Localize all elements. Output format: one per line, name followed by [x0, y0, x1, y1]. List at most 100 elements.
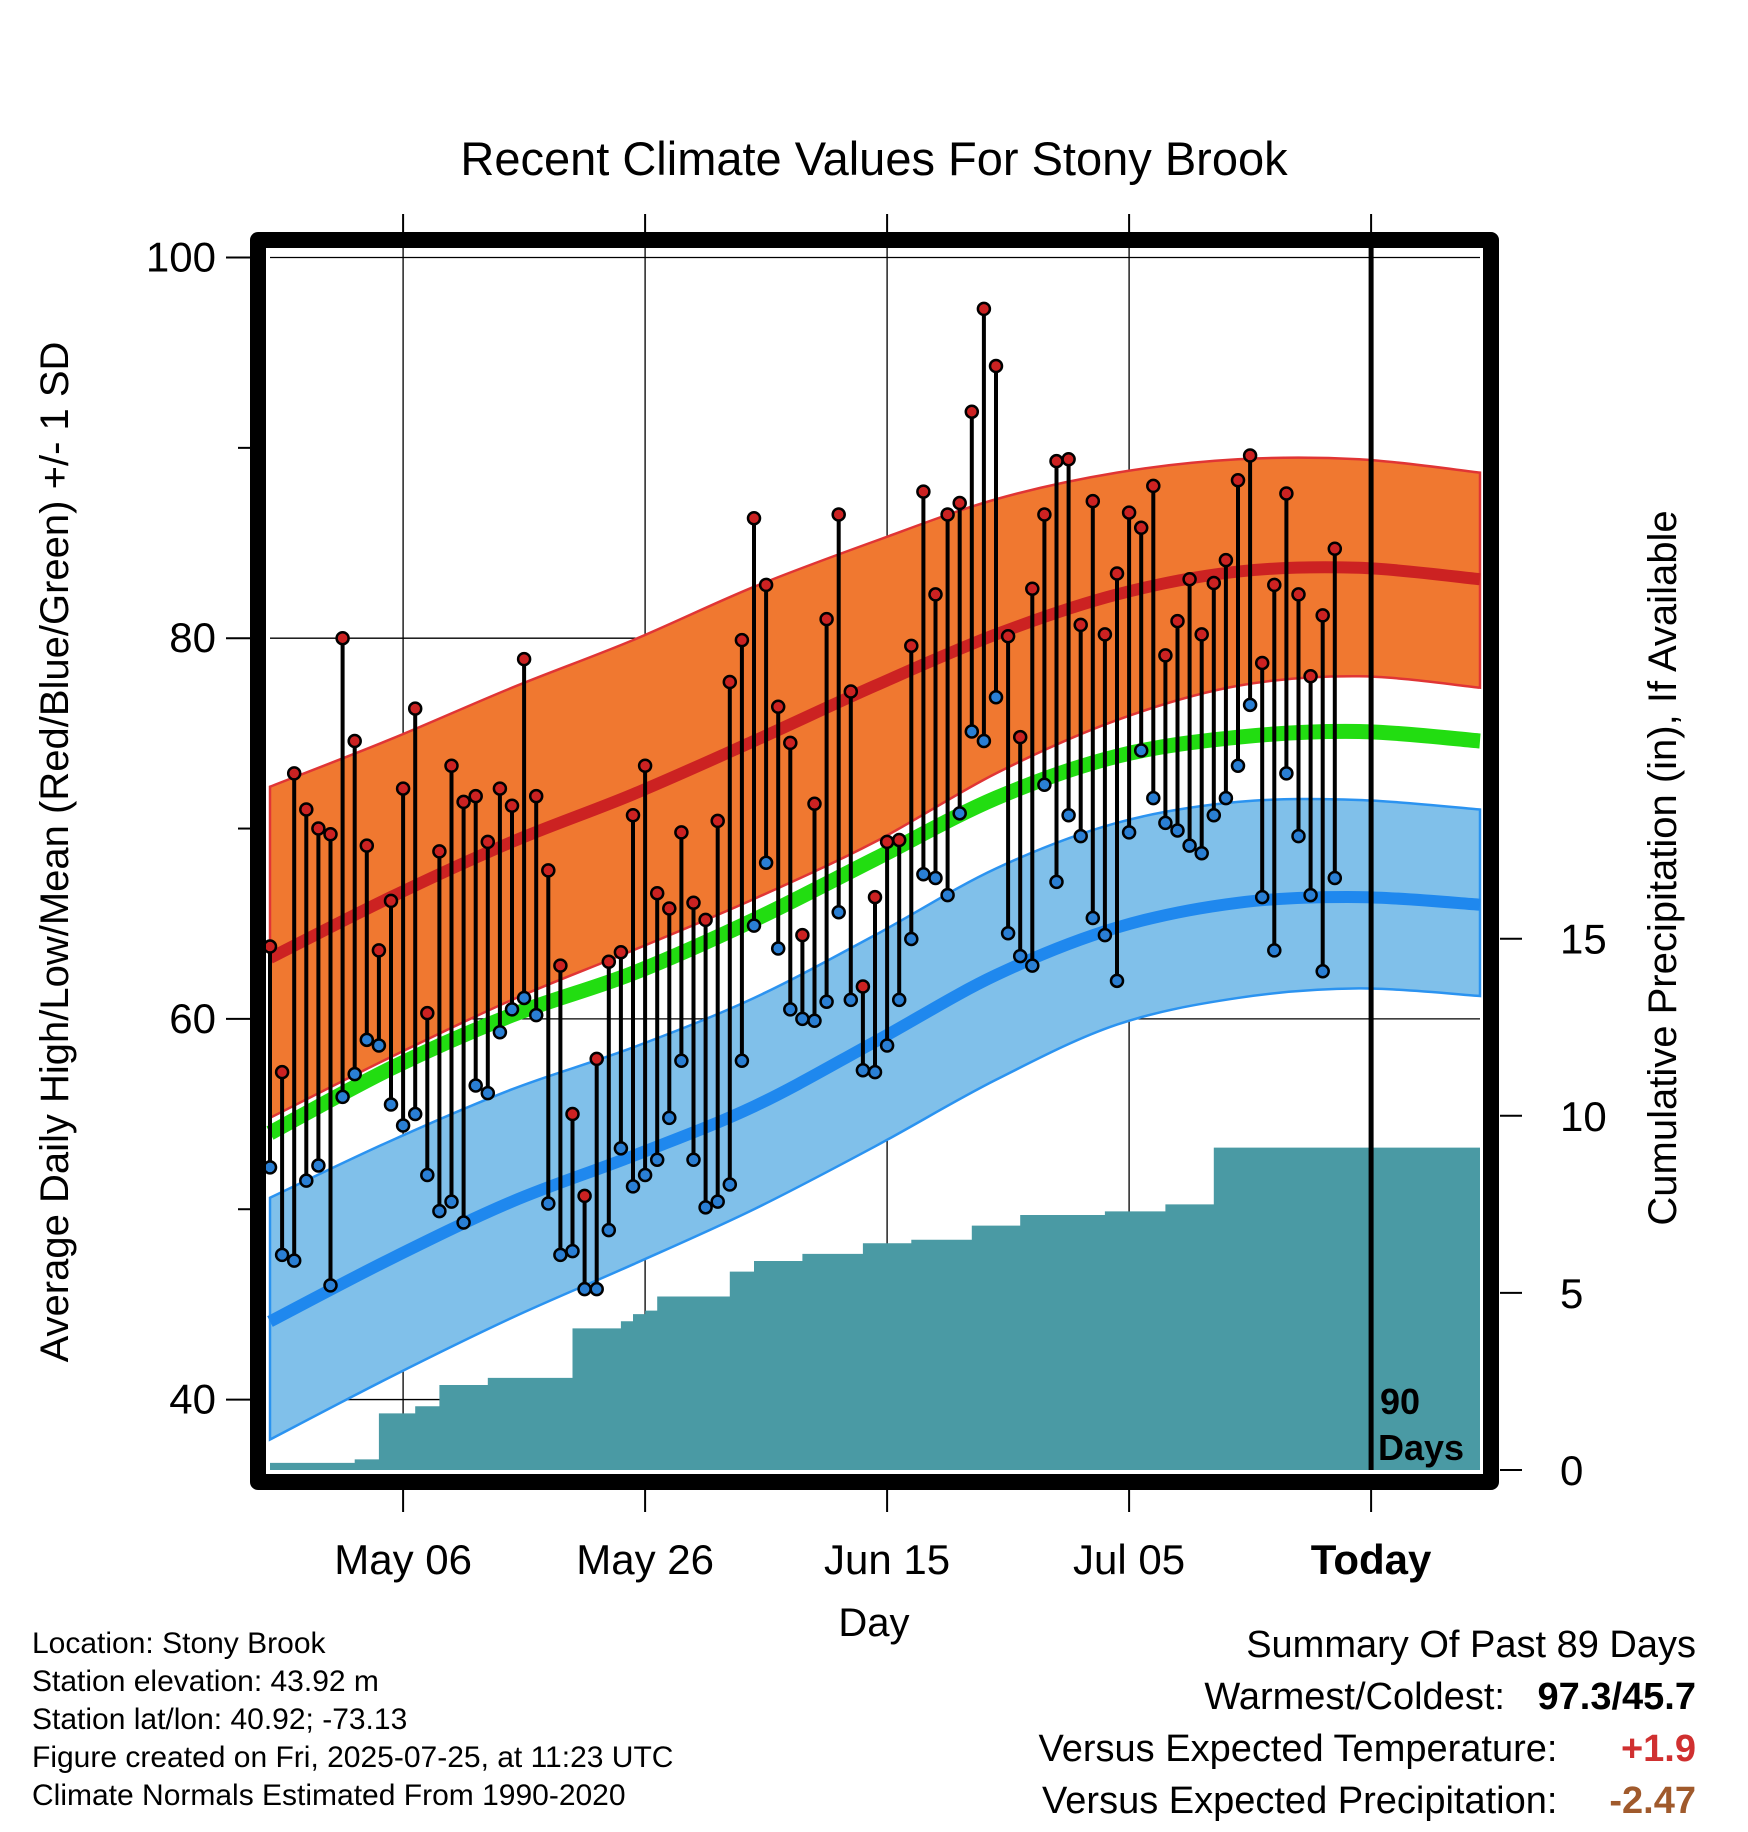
observed-high-point — [637, 758, 653, 773]
x-tick-label: Jul 05 — [1073, 1536, 1185, 1583]
observed-low-point — [686, 1152, 701, 1167]
observed-high-point — [371, 943, 387, 958]
latlon-text: Station lat/lon: 40.92; -73.13 — [32, 1703, 408, 1736]
observed-high-point — [855, 979, 871, 994]
observed-high-point — [1267, 577, 1282, 593]
observed-low-point — [601, 1222, 617, 1238]
observed-high-point — [1085, 493, 1101, 509]
observed-high-point — [879, 834, 895, 850]
days-label-number: 90 — [1380, 1381, 1420, 1422]
precip-label: Versus Expected Precipitation: — [1042, 1780, 1558, 1822]
y-tick-label: 60 — [169, 995, 216, 1042]
warmest-label: Warmest/Coldest: — [1204, 1676, 1505, 1718]
observed-low-point — [1303, 887, 1318, 903]
temp-value: +1.9 — [1620, 1728, 1696, 1770]
observed-low-point — [662, 1110, 677, 1126]
observed-low-point — [964, 724, 980, 739]
summary-precip-row: Versus Expected Precipitation: -2.47 — [1039, 1780, 1696, 1832]
observed-high-point — [976, 301, 992, 317]
observed-low-point — [1194, 846, 1209, 861]
observed-low-point — [867, 1064, 883, 1080]
observed-high-point — [819, 611, 834, 627]
observed-low-point — [831, 905, 846, 920]
observed-high-point — [420, 1005, 435, 1021]
observed-low-point — [819, 994, 834, 1010]
observed-high-point — [565, 1106, 580, 1122]
observed-high-point — [783, 735, 798, 751]
observed-high-point — [1158, 648, 1173, 663]
observed-high-point — [1194, 627, 1209, 642]
observed-low-point — [904, 931, 919, 947]
observed-low-point — [976, 733, 992, 749]
observed-high-point — [468, 788, 483, 804]
plot-frame — [250, 232, 1499, 1490]
observed-high-point — [1049, 453, 1064, 469]
x-tick-label: Today — [1311, 1536, 1432, 1583]
observed-low-point — [516, 990, 532, 1006]
observed-low-point — [770, 941, 786, 956]
observed-low-point — [710, 1194, 725, 1209]
observed-high-point — [1000, 629, 1016, 644]
y2-tick-label: 0 — [1560, 1447, 1583, 1494]
observed-low-point — [323, 1278, 338, 1293]
observed-low-point — [1327, 870, 1343, 886]
observed-high-point — [831, 507, 846, 522]
observed-high-point — [1025, 581, 1040, 596]
observed-low-point — [746, 918, 762, 933]
precip-value: -2.47 — [1609, 1780, 1696, 1822]
temp-label: Versus Expected Temperature: — [1038, 1728, 1558, 1770]
observed-low-point — [952, 806, 967, 821]
observed-high-point — [722, 674, 738, 690]
plot-area — [250, 232, 1499, 1490]
observed-high-point — [940, 507, 955, 522]
observed-high-point — [843, 684, 859, 699]
observed-high-point — [432, 844, 447, 859]
observed-high-point — [1012, 729, 1028, 745]
observed-high-point — [625, 807, 641, 823]
chart-title: Recent Climate Values For Stony Brook — [460, 132, 1288, 185]
observed-high-point — [1170, 613, 1185, 629]
observed-high-point — [710, 813, 725, 829]
y2-tick-label: 15 — [1560, 916, 1607, 963]
observed-high-point — [311, 821, 326, 836]
observed-low-point — [1109, 973, 1125, 989]
observed-high-point — [516, 651, 532, 667]
observed-low-point — [1170, 823, 1185, 838]
observed-high-point — [1133, 520, 1149, 536]
observed-high-point — [662, 901, 677, 916]
observed-high-point — [286, 766, 302, 781]
observed-low-point — [722, 1177, 738, 1192]
observed-high-point — [758, 577, 774, 593]
observed-low-point — [311, 1158, 326, 1173]
observed-high-point — [770, 699, 786, 714]
observed-low-point — [456, 1215, 471, 1230]
observed-low-point — [1146, 790, 1161, 806]
observed-low-point — [480, 1085, 496, 1101]
observed-low-point — [879, 1038, 895, 1053]
observed-high-point — [601, 954, 617, 970]
observed-low-point — [649, 1152, 665, 1167]
observed-low-point — [1182, 838, 1197, 853]
observed-low-point — [698, 1200, 713, 1215]
observed-high-point — [541, 863, 556, 878]
observed-high-point — [698, 912, 713, 928]
observed-high-point — [323, 827, 338, 842]
observed-low-point — [1279, 766, 1294, 781]
observed-high-point — [395, 781, 411, 796]
observed-high-point — [1291, 587, 1306, 602]
location-text: Location: Stony Brook — [32, 1627, 326, 1660]
observed-high-point — [1315, 608, 1330, 623]
observed-low-point — [395, 1118, 411, 1133]
x-axis-label: Day — [838, 1601, 909, 1645]
y-tick-label: 40 — [169, 1376, 216, 1423]
observed-low-point — [637, 1167, 653, 1183]
observed-high-point — [383, 893, 399, 909]
observed-high-point — [274, 1064, 290, 1080]
observed-high-point — [734, 632, 750, 648]
observed-high-point — [504, 798, 520, 813]
observed-high-point — [1218, 552, 1234, 568]
observed-high-point — [891, 832, 907, 848]
y2-axis-label: Cumulative Precipitation (in), If Availa… — [1641, 510, 1685, 1225]
observed-low-point — [758, 855, 774, 871]
